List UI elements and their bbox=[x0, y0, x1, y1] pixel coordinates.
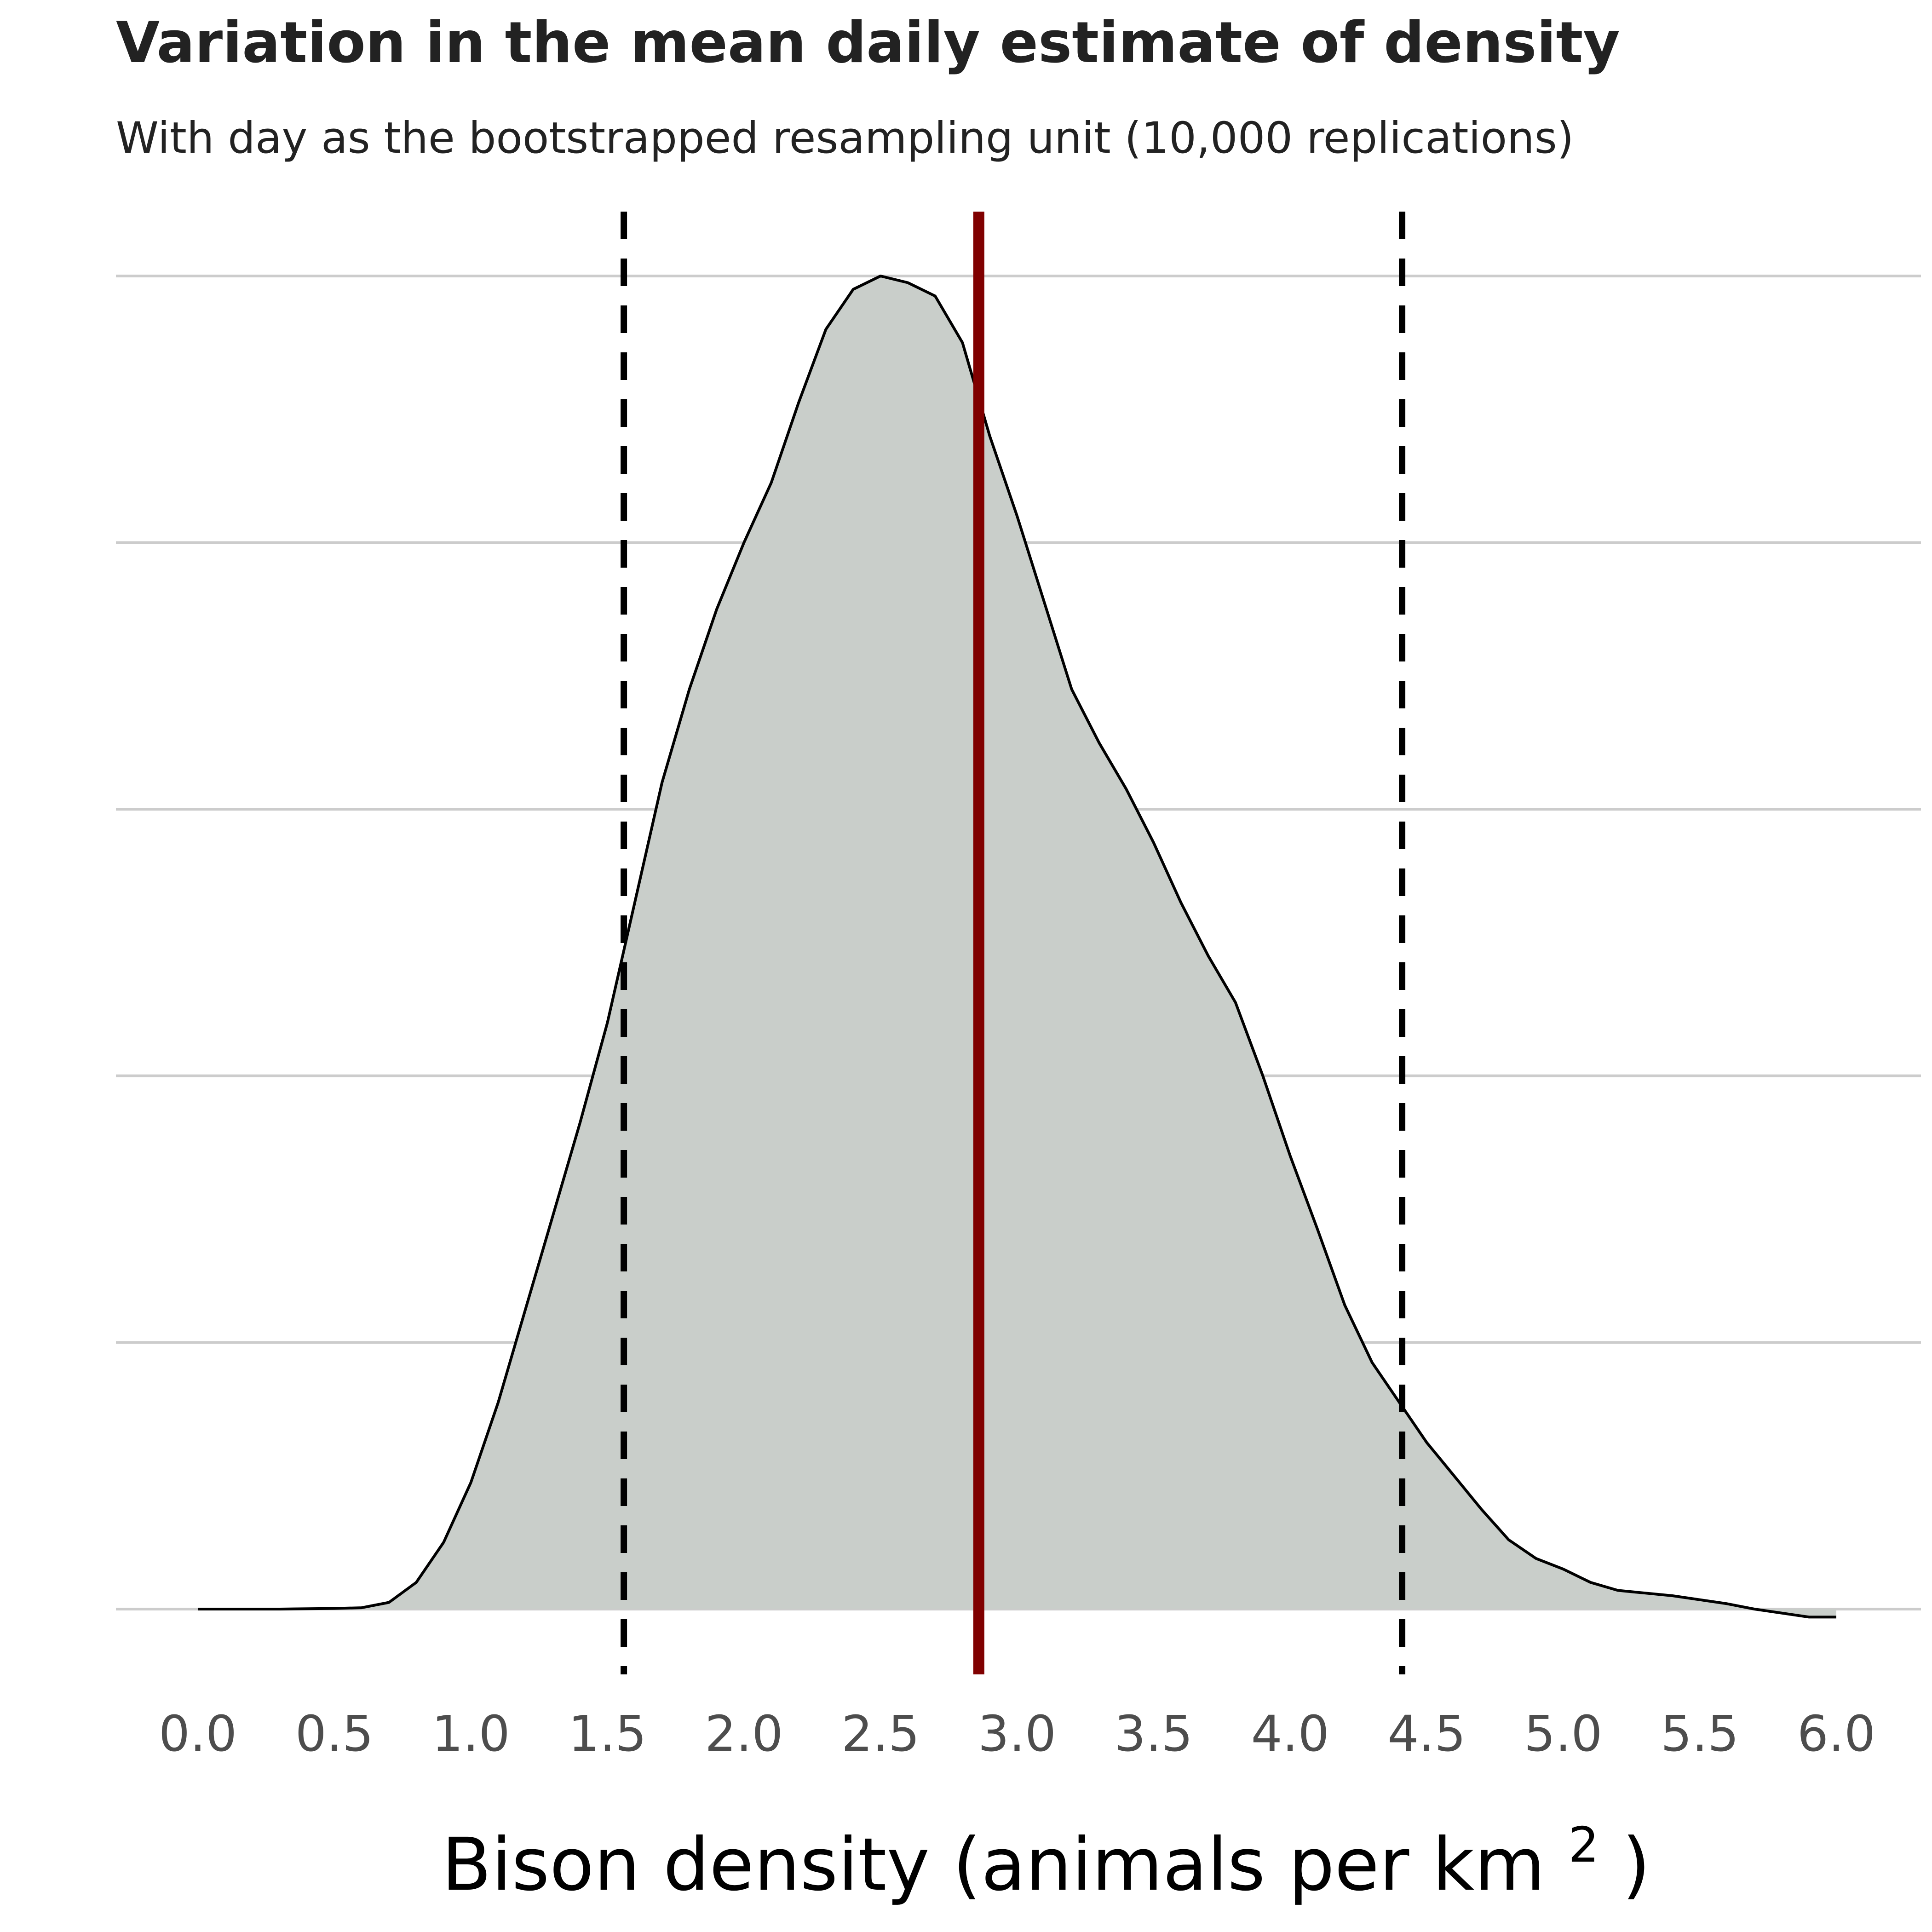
x-tick-label: 2.5 bbox=[841, 1706, 920, 1763]
x-tick-label: 4.0 bbox=[1251, 1706, 1329, 1763]
x-tick-label: 6.0 bbox=[1797, 1706, 1875, 1763]
x-axis-title-main: Bison density bbox=[442, 1823, 930, 1907]
x-axis-title: Bison density (animals per km 2 ) bbox=[442, 1817, 1650, 1907]
x-axis-title-unit-close: ) bbox=[1622, 1823, 1650, 1907]
x-tick-label: 0.0 bbox=[159, 1706, 237, 1763]
x-axis-title-unit: (animals per km bbox=[953, 1823, 1545, 1907]
x-tick-label: 3.0 bbox=[978, 1706, 1056, 1763]
density-area-layer bbox=[198, 275, 1836, 1619]
density-area-fill-0 bbox=[198, 276, 1836, 1617]
x-tick-label: 0.5 bbox=[295, 1706, 374, 1763]
x-tick-label: 3.5 bbox=[1115, 1706, 1193, 1763]
chart-subtitle: With day as the bootstrapped resampling … bbox=[116, 113, 1574, 163]
x-tick-label: 1.0 bbox=[432, 1706, 510, 1763]
reference-lines bbox=[621, 212, 1406, 1674]
x-tick-label: 1.5 bbox=[568, 1706, 646, 1763]
x-tick-label: 4.5 bbox=[1387, 1706, 1466, 1763]
x-tick-label: 2.0 bbox=[705, 1706, 783, 1763]
density-curve-0 bbox=[198, 275, 1836, 1619]
chart-title: Variation in the mean daily estimate of … bbox=[116, 10, 1620, 76]
x-axis-tick-labels: 0.0 0.5 1.0 1.5 2.0 2.5 3.0 3.5 4.0 4.5 5.0 5.5 6.0 bbox=[159, 1706, 1875, 1763]
x-axis-title-superscript: 2 bbox=[1568, 1817, 1599, 1873]
x-tick-label: 5.5 bbox=[1661, 1706, 1739, 1763]
x-tick-label: 5.0 bbox=[1524, 1706, 1602, 1763]
